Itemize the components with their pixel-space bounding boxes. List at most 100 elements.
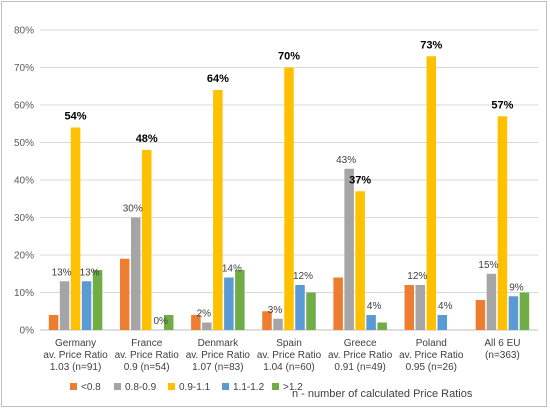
data-label: 15% [478, 260, 498, 271]
bar [344, 168, 354, 330]
bar [202, 322, 212, 330]
bar [333, 277, 343, 330]
data-label: 54% [65, 111, 87, 123]
category-label: Spain [276, 338, 302, 349]
category-label: av. Price Ratio [43, 350, 108, 361]
y-tick-label: 70% [14, 63, 34, 74]
y-axis-ticks: 0% 10% 20% 30% 40% 50% 60% 70% 80% [14, 26, 34, 337]
category-label: (n=363) [485, 350, 520, 361]
bar [81, 281, 92, 330]
y-tick-label: 60% [14, 101, 34, 112]
bar [262, 311, 272, 330]
bar [163, 315, 174, 330]
y-tick-label: 10% [14, 288, 34, 299]
category-label: 0.95 (n=26) [406, 362, 457, 373]
bar [48, 315, 59, 330]
data-label: 2% [197, 309, 212, 320]
data-label: 3% [268, 305, 283, 316]
bar [355, 191, 365, 330]
legend-label: 0.9-1.1 [179, 382, 211, 393]
data-label: 9% [509, 282, 524, 293]
data-label: 4% [367, 301, 382, 312]
y-tick-label: 30% [14, 213, 34, 224]
category-label: All 6 EU [484, 338, 520, 349]
data-label: 14% [222, 264, 242, 275]
y-tick-label: 50% [14, 138, 34, 149]
category-label: Germany [55, 338, 96, 349]
bar [92, 270, 103, 330]
legend-swatch [70, 383, 77, 390]
category-label: av. Price Ratio [399, 350, 464, 361]
bar [497, 116, 508, 330]
legend-swatch [272, 383, 279, 390]
bar [426, 56, 437, 330]
bar [191, 315, 201, 330]
bar [437, 315, 448, 330]
category-label: 1.03 (n=91) [50, 362, 101, 373]
legend-swatch [222, 383, 229, 390]
data-label: 0% [153, 316, 168, 327]
data-label: 12% [293, 271, 313, 282]
data-label: 4% [438, 301, 453, 312]
legend-label: 1.1-1.2 [233, 382, 265, 393]
data-label: 57% [491, 99, 513, 111]
bar [508, 296, 519, 330]
data-label: 48% [136, 133, 158, 145]
data-label: 37% [349, 174, 371, 186]
bar [70, 127, 81, 330]
data-label: 73% [420, 39, 442, 51]
bar [519, 292, 530, 330]
y-tick-label: 0% [20, 326, 35, 337]
bar [130, 217, 141, 330]
category-label: Poland [416, 338, 447, 349]
bar [377, 322, 387, 330]
bar [284, 67, 294, 330]
bar [366, 315, 376, 330]
data-label: 64% [207, 73, 229, 85]
bar [306, 292, 316, 330]
legend: <0.8 0.8-0.9 0.9-1.1 1.1-1.2 >1.2 [70, 382, 303, 393]
category-label: Greece [344, 338, 377, 349]
category-label: av. Price Ratio [186, 350, 251, 361]
data-label: 13% [80, 267, 100, 278]
data-label: 30% [123, 204, 143, 215]
bar [59, 281, 70, 330]
data-label: 70% [278, 51, 300, 63]
data-label: 13% [52, 267, 72, 278]
footnote: n - number of calculated Price Ratios [292, 388, 473, 400]
category-label: av. Price Ratio [115, 350, 180, 361]
category-label: France [131, 338, 163, 349]
bar [273, 318, 283, 330]
data-label: 12% [407, 271, 427, 282]
category-label: av. Price Ratio [328, 350, 393, 361]
category-label: av. Price Ratio [257, 350, 322, 361]
bar [119, 258, 130, 330]
legend-swatch [168, 383, 175, 390]
bar [415, 285, 426, 330]
category-label: 0.91 (n=49) [334, 362, 385, 373]
bars [48, 56, 530, 330]
category-label: 0.9 (n=54) [124, 362, 170, 373]
bar [404, 285, 415, 330]
legend-label: >1.2 [283, 382, 303, 393]
bar [213, 90, 223, 330]
y-tick-label: 40% [14, 176, 34, 187]
category-label: 1.07 (n=83) [192, 362, 243, 373]
legend-label: 0.8-0.9 [125, 382, 157, 393]
y-tick-label: 80% [14, 26, 34, 37]
bar [224, 277, 234, 330]
bar [295, 285, 305, 330]
bar [475, 300, 486, 330]
data-labels: 13% 54% 13% 30% 48% 0% 2% 64% 14% 3% 70% 12% 43% 37% 4… [52, 39, 524, 327]
bar [235, 270, 245, 330]
y-tick-label: 20% [14, 251, 34, 262]
bar [141, 150, 152, 330]
legend-swatch [114, 383, 121, 390]
category-label: 1.04 (n=60) [263, 362, 314, 373]
legend-label: <0.8 [81, 382, 101, 393]
bar [486, 273, 497, 330]
data-label: 43% [336, 155, 356, 166]
